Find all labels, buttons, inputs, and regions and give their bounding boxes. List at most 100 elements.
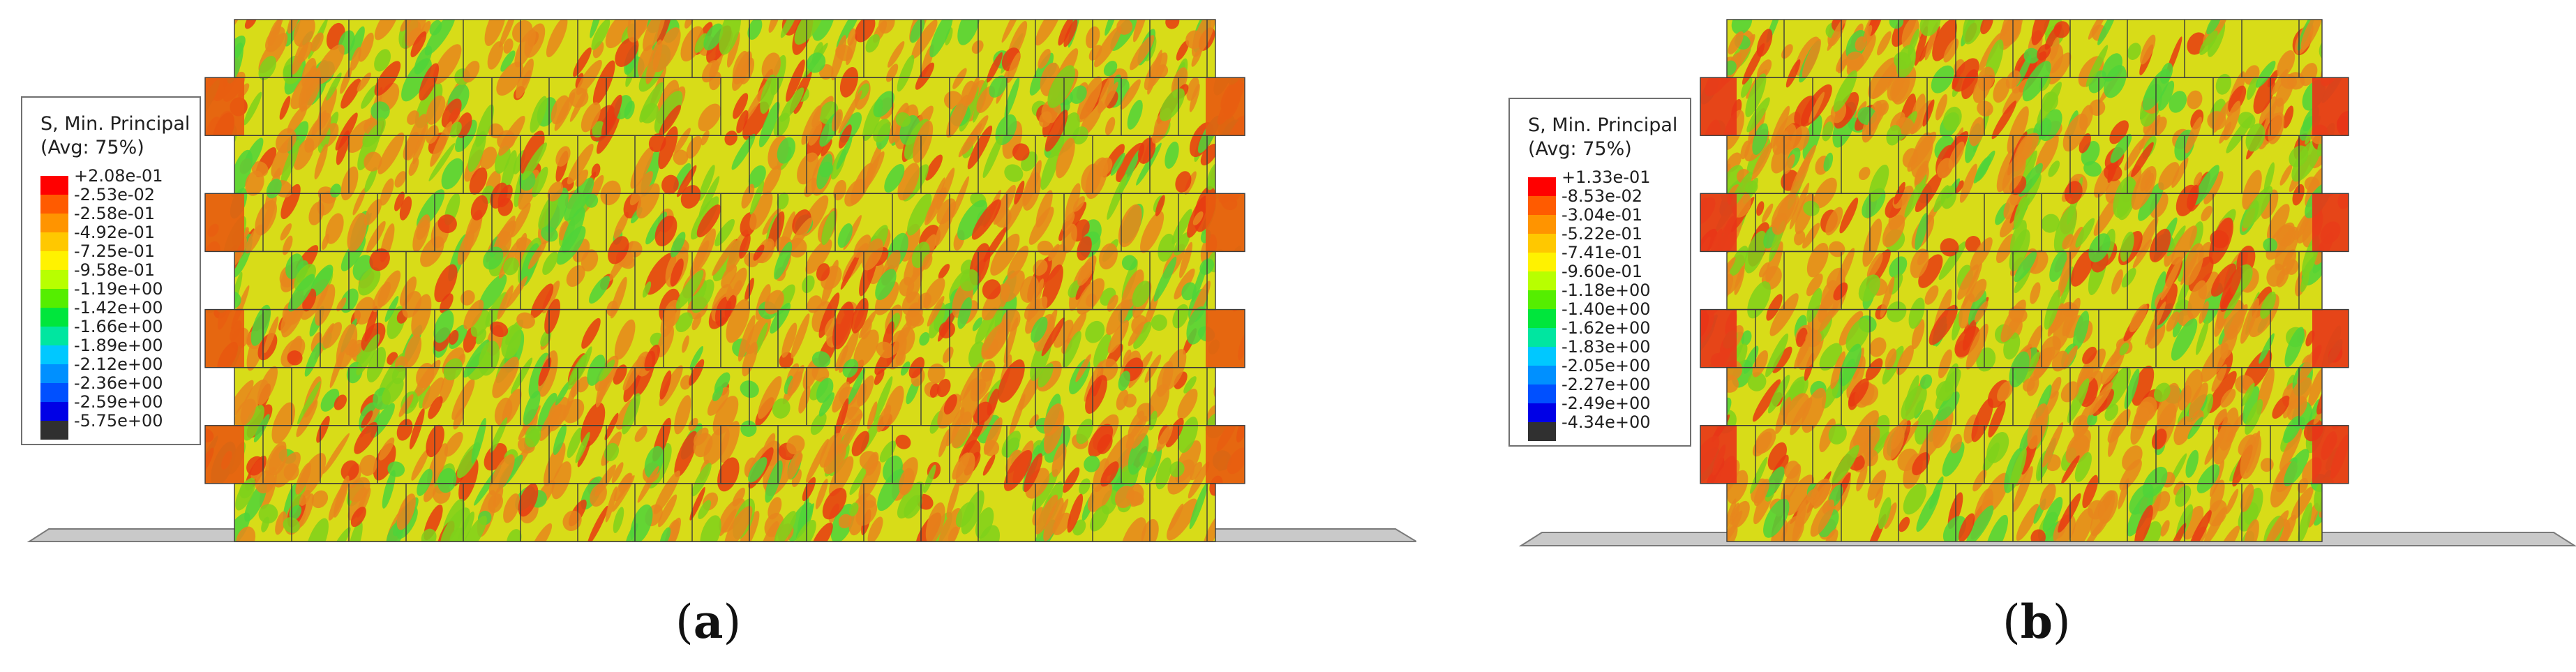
- legend-swatch: [40, 270, 68, 289]
- legend-value: -7.41e-01: [1562, 243, 1643, 262]
- legend-value: -1.42e+00: [74, 298, 163, 318]
- legend-value: -9.58e-01: [74, 260, 156, 280]
- legend-value: -2.27e+00: [1562, 375, 1651, 394]
- legend-value: +2.08e-01: [74, 166, 163, 186]
- legend-swatch: [1528, 366, 1556, 384]
- legend-entry: -2.05e+00: [1528, 356, 1695, 384]
- legend-value: -2.05e+00: [1562, 356, 1651, 375]
- legend-swatch: [1528, 271, 1556, 290]
- legend-entry: -7.25e-01: [40, 241, 208, 270]
- legend-entry: -8.53e-02: [1528, 186, 1695, 215]
- caption-b: (b): [2002, 595, 2071, 649]
- legend-entry: +2.08e-01: [40, 166, 208, 195]
- legend-swatch: [1528, 253, 1556, 271]
- legend-entry: -2.27e+00: [1528, 375, 1695, 403]
- legend-value: -1.89e+00: [74, 336, 163, 355]
- legend-entry: -4.92e-01: [40, 223, 208, 251]
- legend-swatch: [40, 232, 68, 251]
- legend-value: -1.19e+00: [74, 279, 163, 299]
- legend-value: -7.25e-01: [74, 241, 156, 261]
- stress-legend-b: S, Min. Principal (Avg: 75%) +1.33e-01 -8…: [1508, 98, 1691, 447]
- caption-a: (a): [675, 595, 741, 649]
- legend-value: -3.04e-01: [1562, 205, 1643, 225]
- legend-entry: -7.41e-01: [1528, 243, 1695, 271]
- stress-contours: [205, 20, 1245, 542]
- masonry-wall-contour-plot-b: [1518, 19, 2576, 546]
- legend-entry: -1.40e+00: [1528, 299, 1695, 328]
- legend-swatch: [1528, 290, 1556, 309]
- legend-title: S, Min. Principal: [40, 113, 190, 135]
- legend-swatch: [40, 289, 68, 308]
- legend-swatch: [40, 308, 68, 327]
- legend-swatch: [40, 251, 68, 270]
- legend-entry: +1.33e-01: [1528, 167, 1695, 196]
- legend-value: -9.60e-01: [1562, 262, 1643, 281]
- legend-swatch: [40, 195, 68, 214]
- caption-letter: a: [693, 595, 724, 649]
- legend-entry: -5.75e+00: [40, 411, 208, 440]
- legend-swatch: [1528, 422, 1556, 441]
- caption-close: ): [723, 595, 742, 649]
- legend-entry: -1.66e+00: [40, 317, 208, 345]
- legend-entry: -2.36e+00: [40, 373, 208, 402]
- legend-value: -2.53e-02: [74, 185, 156, 204]
- legend-entry: -1.19e+00: [40, 279, 208, 308]
- caption-close: ): [2052, 595, 2071, 649]
- legend-value: -4.92e-01: [74, 223, 156, 242]
- legend-entry: -3.04e-01: [1528, 205, 1695, 234]
- legend-swatch: [40, 327, 68, 345]
- legend-value: -2.58e-01: [74, 204, 156, 223]
- legend-value: -2.36e+00: [74, 373, 163, 393]
- caption-open: (: [2002, 595, 2021, 649]
- legend-entry: -4.34e+00: [1528, 412, 1695, 441]
- caption-open: (: [675, 595, 694, 649]
- legend-swatch: [1528, 309, 1556, 328]
- legend-swatch: [1528, 403, 1556, 422]
- legend-swatch: [1528, 384, 1556, 403]
- legend-value: -2.12e+00: [74, 354, 163, 374]
- legend-value: -1.83e+00: [1562, 337, 1651, 357]
- legend-entry: -1.18e+00: [1528, 281, 1695, 309]
- legend-swatch: [40, 176, 68, 195]
- legend-entry: -9.60e-01: [1528, 262, 1695, 290]
- legend-swatch: [40, 345, 68, 364]
- legend-swatch: [1528, 177, 1556, 196]
- legend-swatch: [40, 402, 68, 421]
- legend-swatch: [1528, 215, 1556, 234]
- legend-value: -2.49e+00: [1562, 394, 1651, 413]
- legend-value: +1.33e-01: [1562, 167, 1651, 187]
- stress-legend-a: S, Min. Principal (Avg: 75%) +2.08e-01 -2…: [21, 96, 201, 445]
- legend-entry: -5.22e-01: [1528, 224, 1695, 253]
- legend-swatch: [1528, 234, 1556, 253]
- legend-subtitle: (Avg: 75%): [1528, 138, 1632, 160]
- legend-subtitle: (Avg: 75%): [40, 137, 144, 158]
- legend-value: -5.22e-01: [1562, 224, 1643, 244]
- legend-entry: -1.89e+00: [40, 336, 208, 364]
- legend-entry: -2.53e-02: [40, 185, 208, 214]
- caption-letter: b: [2020, 595, 2053, 649]
- legend-value: -2.59e+00: [74, 392, 163, 412]
- mortar-joints: [1700, 19, 2349, 542]
- legend-value: -8.53e-02: [1562, 186, 1643, 206]
- panel-a: S, Min. Principal (Avg: 75%) +2.08e-01 -2…: [21, 19, 1416, 649]
- legend-value: -1.18e+00: [1562, 281, 1651, 300]
- legend-entry: -1.62e+00: [1528, 318, 1695, 347]
- legend-value: -1.40e+00: [1562, 299, 1651, 319]
- legend-entry: -2.12e+00: [40, 354, 208, 383]
- legend-value: -1.66e+00: [74, 317, 163, 336]
- legend-swatch: [1528, 196, 1556, 215]
- legend-entry: -9.58e-01: [40, 260, 208, 289]
- legend-title: S, Min. Principal: [1528, 114, 1678, 136]
- legend-value: -5.75e+00: [74, 411, 163, 431]
- legend-swatch: [40, 214, 68, 232]
- legend-value: -1.62e+00: [1562, 318, 1651, 338]
- legend-swatch: [1528, 347, 1556, 366]
- legend-entry: -2.49e+00: [1528, 394, 1695, 422]
- legend-entry: -1.83e+00: [1528, 337, 1695, 366]
- stress-contours: [1700, 20, 2349, 542]
- legend-swatch: [1528, 328, 1556, 347]
- legend-swatch: [40, 421, 68, 440]
- panel-b: S, Min. Principal (Avg: 75%) +1.33e-01 -8…: [1500, 0, 2576, 672]
- legend-entry: -2.58e-01: [40, 204, 208, 232]
- legend-swatch: [40, 383, 68, 402]
